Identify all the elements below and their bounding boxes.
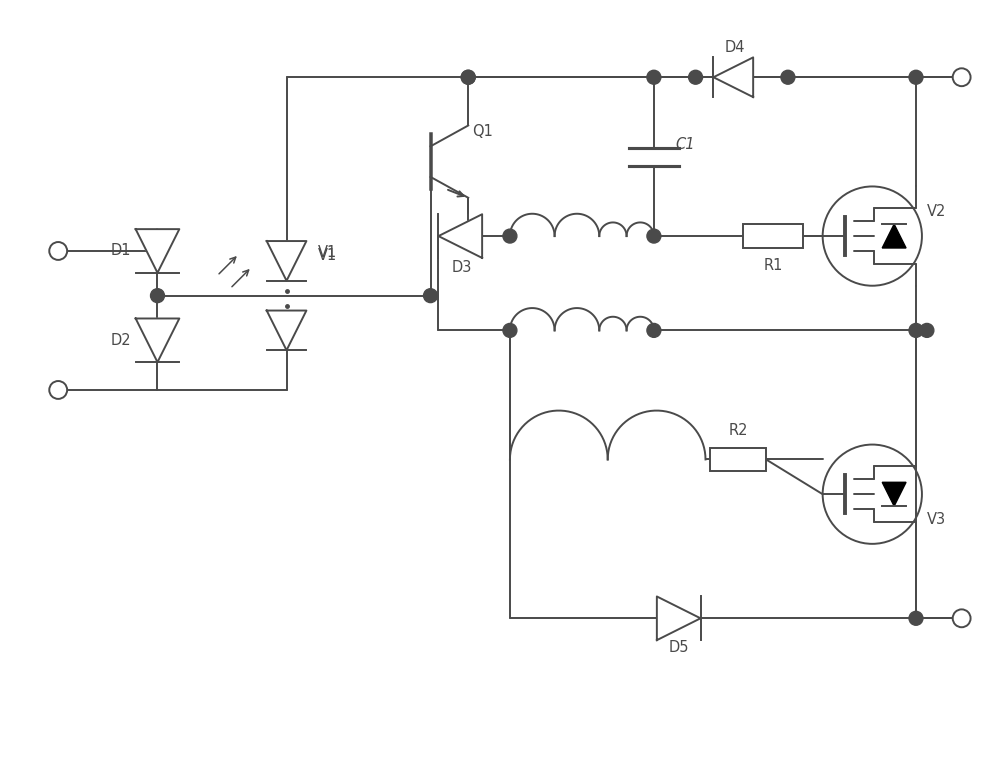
Circle shape [503,229,517,243]
Circle shape [920,323,934,337]
Circle shape [909,323,923,337]
Circle shape [953,69,971,86]
Text: D5: D5 [668,640,689,655]
Text: V2: V2 [927,204,946,219]
Circle shape [49,381,67,399]
Circle shape [953,609,971,628]
Text: V1: V1 [318,246,338,260]
Text: D4: D4 [725,40,746,55]
Circle shape [689,70,703,84]
Polygon shape [713,58,753,97]
Polygon shape [438,214,482,258]
Circle shape [49,242,67,260]
Circle shape [647,229,661,243]
Circle shape [909,611,923,625]
Text: V3: V3 [927,511,946,527]
Circle shape [909,70,923,84]
Text: D1: D1 [111,243,131,259]
Text: D2: D2 [110,333,131,348]
Polygon shape [267,310,306,350]
Circle shape [647,70,661,84]
Text: Q1: Q1 [472,124,493,139]
Circle shape [647,323,661,337]
Text: V1: V1 [318,249,338,263]
Text: R2: R2 [729,423,748,437]
Circle shape [461,70,475,84]
Text: D3: D3 [452,260,472,276]
Polygon shape [882,482,906,506]
Bar [710,447,766,471]
Circle shape [461,70,475,84]
Circle shape [151,289,164,303]
Text: C1: C1 [676,137,695,152]
Polygon shape [882,224,906,248]
Polygon shape [136,229,179,273]
Polygon shape [136,319,179,362]
Bar [743,224,803,248]
Polygon shape [657,597,701,640]
Circle shape [503,323,517,337]
Circle shape [424,289,437,303]
Text: R1: R1 [763,258,783,273]
Circle shape [781,70,795,84]
Polygon shape [267,241,306,281]
